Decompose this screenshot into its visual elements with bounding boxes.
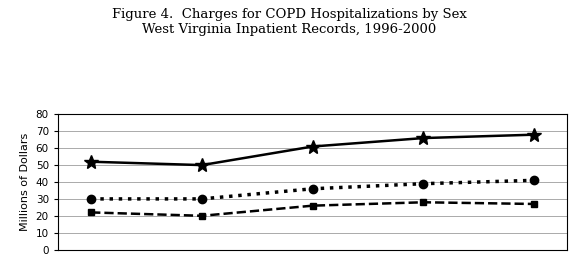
Text: Figure 4.  Charges for COPD Hospitalizations by Sex
West Virginia Inpatient Reco: Figure 4. Charges for COPD Hospitalizati… xyxy=(112,8,467,36)
Y-axis label: Millions of Dollars: Millions of Dollars xyxy=(20,133,30,231)
